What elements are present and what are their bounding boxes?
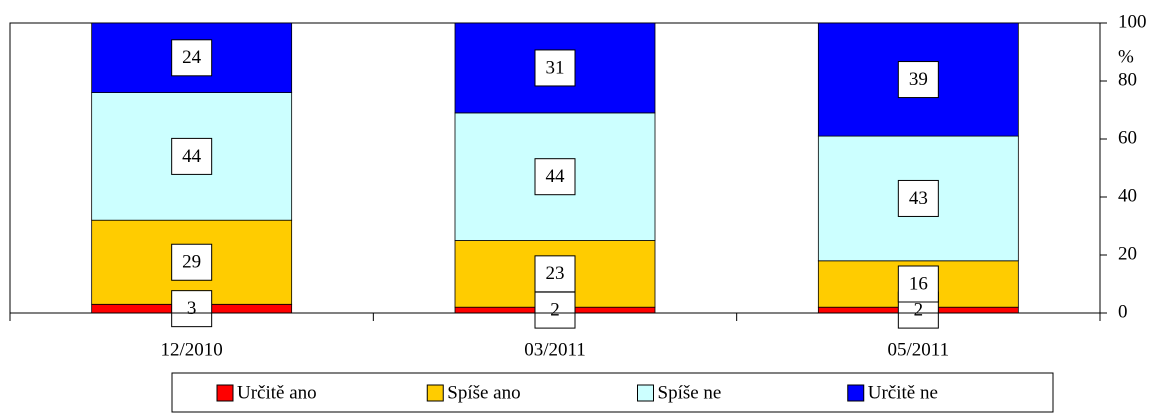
data-label-box xyxy=(534,49,576,87)
x-tick-label: 03/2011 xyxy=(524,339,586,360)
y-tick-label: 80 xyxy=(1118,69,1137,90)
y-tick-label: 100 xyxy=(1118,11,1147,32)
legend-label: Určitě ne xyxy=(868,382,938,403)
data-label: 43 xyxy=(909,188,928,209)
data-label: 39 xyxy=(909,69,928,90)
y-tick-label: 0 xyxy=(1118,301,1128,322)
data-label: 16 xyxy=(909,273,928,294)
y-tick-label: 20 xyxy=(1118,243,1137,264)
legend-swatch xyxy=(426,384,444,402)
x-tick-label: 05/2011 xyxy=(888,339,950,360)
data-label: 24 xyxy=(182,47,202,68)
y-tick-label: 60 xyxy=(1118,127,1137,148)
data-label-box xyxy=(534,255,576,293)
legend-label: Určitě ano xyxy=(237,382,317,403)
legend-swatch xyxy=(637,384,654,402)
data-label: 23 xyxy=(546,263,565,284)
data-label: 31 xyxy=(546,57,565,78)
legend-swatch xyxy=(847,384,865,402)
data-label-box xyxy=(171,137,213,175)
legend-label: Spíše ano xyxy=(447,382,520,403)
data-label-box xyxy=(171,243,213,281)
legend-swatch xyxy=(216,384,234,402)
data-label: 29 xyxy=(182,252,201,273)
data-label: 44 xyxy=(546,166,566,187)
data-label-box xyxy=(534,158,576,196)
data-label: 2 xyxy=(914,299,924,320)
data-label: 2 xyxy=(550,299,560,320)
data-label-box xyxy=(534,291,576,329)
data-label-box xyxy=(897,179,939,217)
data-label: 44 xyxy=(182,146,202,167)
data-label-box xyxy=(897,61,939,99)
data-label-box xyxy=(171,39,213,77)
data-label-box xyxy=(897,265,939,303)
data-label-box xyxy=(171,290,213,328)
y-axis-label: % xyxy=(1118,46,1134,67)
legend-box xyxy=(171,372,1054,413)
y-tick-label: 40 xyxy=(1118,185,1137,206)
legend-label: Spíše ne xyxy=(658,382,722,403)
data-label: 3 xyxy=(187,298,197,319)
x-tick-label: 12/2010 xyxy=(161,339,223,360)
